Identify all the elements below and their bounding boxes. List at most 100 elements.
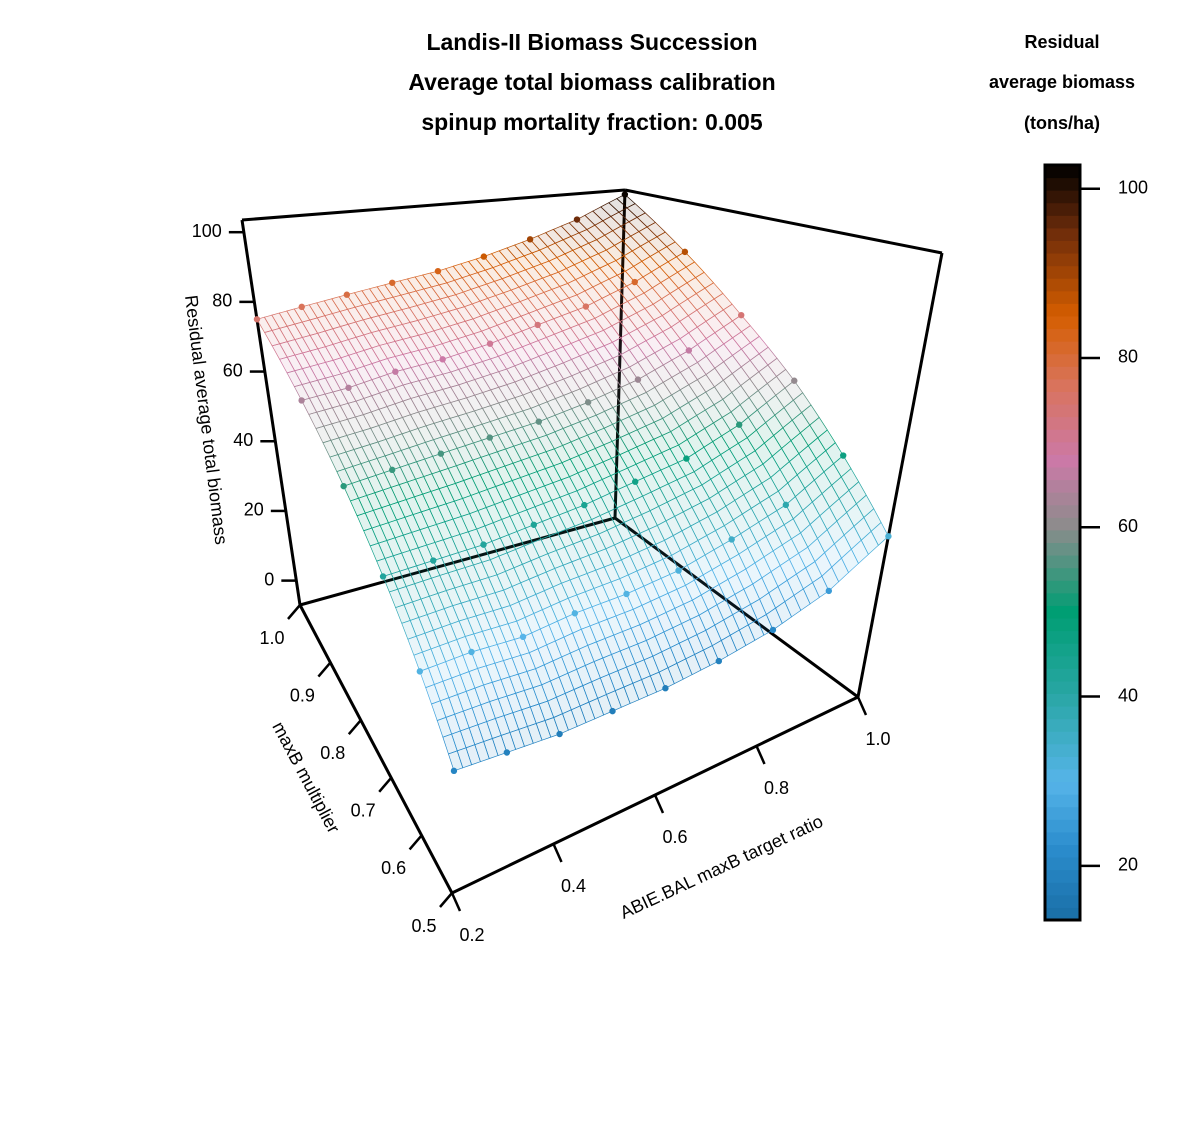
data-point [344, 292, 350, 298]
colorbar-swatch [1045, 668, 1080, 681]
colorbar-swatch [1045, 870, 1080, 883]
colorbar-swatch [1045, 731, 1080, 744]
colorbar-swatch [1045, 631, 1080, 644]
colorbar-swatch [1045, 517, 1080, 530]
colorbar-swatch [1045, 266, 1080, 279]
z-tick-label: 60 [223, 360, 243, 380]
data-point [581, 502, 587, 508]
colorbar-swatch [1045, 215, 1080, 228]
colorbar-swatch [1045, 505, 1080, 518]
colorbar-swatch [1045, 429, 1080, 442]
colorbar-swatch [1045, 744, 1080, 757]
colorbar-swatch [1045, 719, 1080, 732]
colorbar-title: average biomass [989, 72, 1135, 92]
y-tick-label: 0.9 [290, 685, 315, 705]
colorbar-swatch [1045, 794, 1080, 807]
colorbar-swatch [1045, 530, 1080, 543]
chart-title: Landis-II Biomass Succession [426, 29, 757, 55]
data-point [585, 399, 591, 405]
x-tick-label: 1.0 [865, 729, 890, 749]
colorbar-swatch [1045, 417, 1080, 430]
colorbar-swatch [1045, 442, 1080, 455]
data-point [783, 502, 789, 508]
data-point [527, 236, 533, 242]
x-tick-label: 0.2 [459, 925, 484, 945]
data-point [487, 434, 493, 440]
colorbar-swatch [1045, 782, 1080, 795]
data-point [439, 356, 445, 362]
colorbar-swatch [1045, 769, 1080, 782]
data-point [675, 567, 681, 573]
colorbar-swatch [1045, 857, 1080, 870]
data-point [622, 191, 628, 197]
colorbar-swatch [1045, 656, 1080, 669]
colorbar-swatch [1045, 341, 1080, 354]
colorbar-swatch [1045, 354, 1080, 367]
colorbar-swatch [1045, 178, 1080, 191]
colorbar-swatch [1045, 580, 1080, 593]
colorbar-swatch [1045, 706, 1080, 719]
colorbar-swatch [1045, 593, 1080, 606]
z-tick-label: 0 [264, 569, 274, 589]
colorbar-swatch [1045, 329, 1080, 342]
x-tick-label: 0.8 [764, 778, 789, 798]
data-point [345, 385, 351, 391]
y-tick-label: 0.6 [381, 858, 406, 878]
colorbar-swatch [1045, 467, 1080, 480]
z-tick-label: 40 [233, 430, 253, 450]
data-point [451, 768, 457, 774]
colorbar-swatch [1045, 819, 1080, 832]
data-point [885, 533, 891, 539]
data-point [632, 479, 638, 485]
colorbar-swatch [1045, 190, 1080, 203]
colorbar-swatch [1045, 303, 1080, 316]
colorbar-swatch [1045, 832, 1080, 845]
z-tick-label: 100 [192, 221, 222, 241]
data-point [487, 340, 493, 346]
y-tick-label: 0.7 [351, 801, 376, 821]
z-tick-label: 80 [212, 291, 232, 311]
colorbar-swatch [1045, 278, 1080, 291]
colorbar-tick-label: 60 [1118, 516, 1138, 536]
colorbar-swatch [1045, 404, 1080, 417]
colorbar-swatch [1045, 555, 1080, 568]
data-point [609, 708, 615, 714]
colorbar-swatch [1045, 392, 1080, 405]
data-point [632, 279, 638, 285]
colorbar-swatch [1045, 543, 1080, 556]
data-point [686, 347, 692, 353]
colorbar-swatch [1045, 618, 1080, 631]
colorbar-swatch [1045, 756, 1080, 769]
chart-title: spinup mortality fraction: 0.005 [421, 109, 762, 135]
chart-title: Average total biomass calibration [408, 69, 775, 95]
colorbar-tick-label: 40 [1118, 685, 1138, 705]
data-point [438, 450, 444, 456]
data-point [662, 685, 668, 691]
data-point [481, 253, 487, 259]
colorbar-swatch [1045, 241, 1080, 254]
colorbar-swatch [1045, 605, 1080, 618]
data-point [504, 749, 510, 755]
data-point [738, 312, 744, 318]
colorbar-swatch [1045, 492, 1080, 505]
data-point [572, 610, 578, 616]
colorbar-swatch [1045, 681, 1080, 694]
y-tick-label: 0.5 [411, 916, 436, 936]
data-point [480, 541, 486, 547]
colorbar-swatch [1045, 228, 1080, 241]
data-point [299, 304, 305, 310]
data-point [417, 668, 423, 674]
colorbar-title: Residual [1024, 32, 1099, 52]
colorbar-swatch [1045, 643, 1080, 656]
data-point [683, 455, 689, 461]
colorbar-tick-label: 20 [1118, 855, 1138, 875]
colorbar-swatch [1045, 568, 1080, 581]
z-tick-label: 20 [244, 500, 264, 520]
colorbar-swatch [1045, 379, 1080, 392]
data-point [298, 397, 304, 403]
data-point [791, 378, 797, 384]
colorbar-swatch [1045, 253, 1080, 266]
x-tick-label: 0.4 [561, 876, 586, 896]
y-tick-label: 1.0 [259, 628, 284, 648]
colorbar-swatch [1045, 366, 1080, 379]
